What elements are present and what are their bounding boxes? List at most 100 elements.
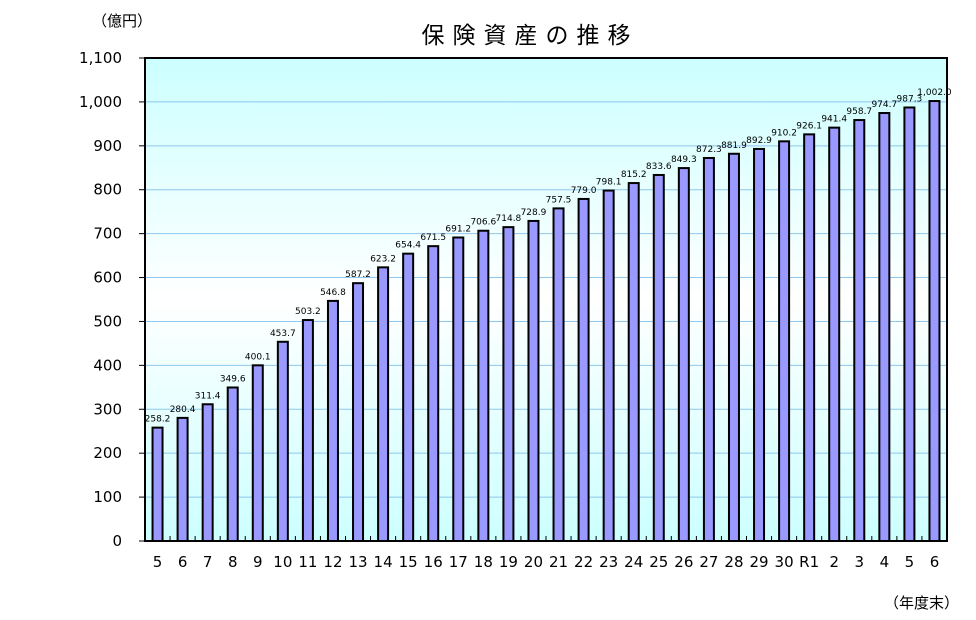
data-label: 349.6 xyxy=(220,374,246,384)
x-axis-unit-label: （年度末） xyxy=(884,594,960,612)
x-tick-label: 2 xyxy=(829,553,839,571)
x-tick-label: 16 xyxy=(424,553,443,571)
bar xyxy=(301,319,314,543)
x-tick-label: 24 xyxy=(624,553,643,571)
bar xyxy=(477,229,490,542)
data-label: 849.3 xyxy=(671,155,697,165)
bar xyxy=(352,282,365,542)
data-label: 691.2 xyxy=(445,225,471,235)
x-tick-label: 20 xyxy=(524,553,543,571)
data-label: 503.2 xyxy=(295,307,321,317)
x-tick-label: 23 xyxy=(599,553,618,571)
bar xyxy=(276,340,289,542)
data-label: 1,002.0 xyxy=(917,88,952,98)
data-label: 706.6 xyxy=(470,218,496,228)
y-tick-label: 600 xyxy=(93,269,122,287)
x-tick-label: 10 xyxy=(273,553,292,571)
y-tick-label: 800 xyxy=(93,181,122,199)
bar xyxy=(853,119,866,542)
y-axis: 0 100 200 300 400 500 600 700 800 900 1,000 1,100 xyxy=(79,49,145,550)
bar xyxy=(903,106,916,543)
bar xyxy=(577,197,590,542)
x-tick-label: 15 xyxy=(399,553,418,571)
x-tick-label: 5 xyxy=(905,553,915,571)
bar xyxy=(452,236,465,542)
y-tick-label: 100 xyxy=(93,488,122,506)
y-tick-label: 300 xyxy=(93,400,122,418)
data-label: 958.7 xyxy=(846,107,872,117)
x-tick-label: 4 xyxy=(880,553,890,571)
bar xyxy=(727,152,740,543)
bar xyxy=(702,156,715,543)
bar xyxy=(201,403,214,542)
data-label: 872.3 xyxy=(696,145,722,155)
data-label: 757.5 xyxy=(546,195,572,205)
x-tick-label: 18 xyxy=(474,553,493,571)
bar xyxy=(377,266,390,542)
data-label: 941.4 xyxy=(821,115,847,125)
x-tick-label: 28 xyxy=(724,553,743,571)
bar xyxy=(778,140,791,542)
x-tick-label: 14 xyxy=(374,553,393,571)
data-label: 910.2 xyxy=(771,128,797,138)
x-tick-label: 9 xyxy=(253,553,263,571)
x-tick-label: 21 xyxy=(549,553,568,571)
data-label: 892.9 xyxy=(746,136,772,146)
data-label: 881.9 xyxy=(721,141,747,151)
bar xyxy=(928,100,941,542)
plot-frame xyxy=(144,57,948,542)
x-tick-label: 12 xyxy=(323,553,342,571)
data-label: 623.2 xyxy=(370,254,396,264)
x-tick-label: 30 xyxy=(775,553,794,571)
data-label: 987.3 xyxy=(897,94,923,104)
data-label: 654.4 xyxy=(395,241,421,251)
chart-title: 保険資産の推移 xyxy=(421,23,639,49)
x-tick-label: 11 xyxy=(298,553,317,571)
y-tick-label: 200 xyxy=(93,444,122,462)
y-tick-label: 500 xyxy=(93,312,122,330)
bar xyxy=(552,207,565,542)
bar xyxy=(226,386,239,542)
data-label: 728.9 xyxy=(521,208,547,218)
bar xyxy=(627,182,640,542)
x-tick-label: 22 xyxy=(574,553,593,571)
bar xyxy=(176,416,189,542)
x-tick-label: 26 xyxy=(674,553,693,571)
bar xyxy=(602,189,615,542)
data-label: 311.4 xyxy=(195,391,221,401)
bar xyxy=(527,219,540,543)
x-tick-label: 27 xyxy=(699,553,718,571)
y-axis-unit-label: （億円） xyxy=(92,12,153,30)
data-label: 546.8 xyxy=(320,288,346,298)
data-label: 671.5 xyxy=(420,233,446,243)
y-tick-label: 400 xyxy=(93,356,122,374)
bar xyxy=(828,126,841,542)
data-label: 258.2 xyxy=(145,415,171,425)
x-tick-label: 5 xyxy=(153,553,163,571)
data-label: 400.1 xyxy=(245,352,271,362)
data-label: 798.1 xyxy=(596,178,622,188)
bar xyxy=(878,112,891,542)
y-tick-label: 1,100 xyxy=(79,49,122,67)
data-label: 280.4 xyxy=(170,405,196,415)
data-label: 453.7 xyxy=(270,329,296,339)
bar xyxy=(677,167,690,543)
bar xyxy=(652,173,665,542)
bar xyxy=(251,364,264,542)
data-label: 926.1 xyxy=(796,121,822,131)
bar xyxy=(502,226,515,542)
y-tick-label: 1,000 xyxy=(79,93,122,111)
x-tick-label: R1 xyxy=(799,553,819,571)
x-tick-label: 17 xyxy=(449,553,468,571)
y-tick-label: 900 xyxy=(93,137,122,155)
x-tick-label: 7 xyxy=(203,553,213,571)
x-tick-label: 19 xyxy=(499,553,518,571)
data-label: 974.7 xyxy=(871,100,897,110)
plot-area xyxy=(145,58,947,541)
bar xyxy=(402,252,415,542)
bar xyxy=(151,426,164,543)
bar xyxy=(427,245,440,542)
y-tick-label: 0 xyxy=(112,532,122,550)
